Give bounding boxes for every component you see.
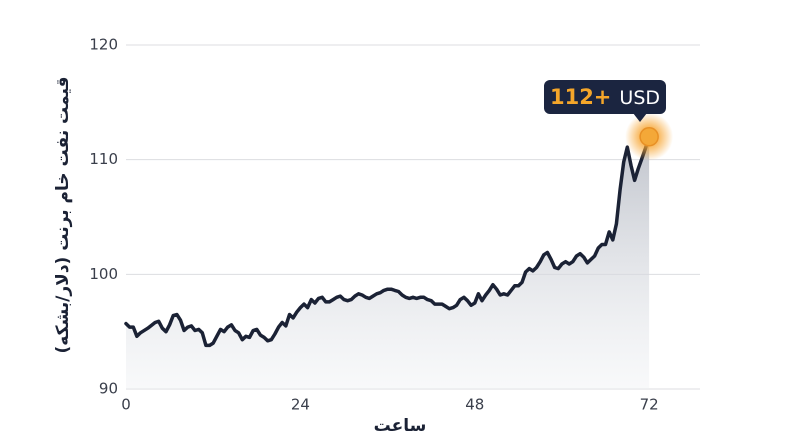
line bbox=[124, 134, 651, 348]
y-axis-label: قیمت نفت خام برنت (دلار/بشکه) bbox=[53, 77, 73, 354]
x-axis-label: ساعت bbox=[374, 416, 427, 436]
tooltip-unit: USD bbox=[619, 87, 660, 109]
y-tick-label: 110 bbox=[89, 150, 118, 168]
y-tick-label: 90 bbox=[99, 380, 118, 398]
end-marker bbox=[639, 126, 659, 147]
x-tick-label: 24 bbox=[291, 396, 310, 414]
x-tick-label: 72 bbox=[640, 396, 659, 414]
plot bbox=[124, 112, 674, 389]
area bbox=[126, 136, 650, 389]
tooltip-value: 112+ bbox=[550, 85, 611, 109]
tooltip-text: 112+ USD bbox=[550, 85, 660, 109]
y-tick-label: 120 bbox=[89, 36, 118, 54]
grid: 90 100 110 120 0 24 48 72 bbox=[89, 36, 700, 414]
x-tick-label: 48 bbox=[465, 396, 484, 414]
tooltip-pointer bbox=[633, 113, 647, 122]
y-tick-label: 100 bbox=[89, 265, 118, 283]
tooltip-box bbox=[544, 80, 666, 114]
tooltip: 112+ USD bbox=[544, 80, 666, 122]
x-tick-label: 0 bbox=[121, 396, 131, 414]
